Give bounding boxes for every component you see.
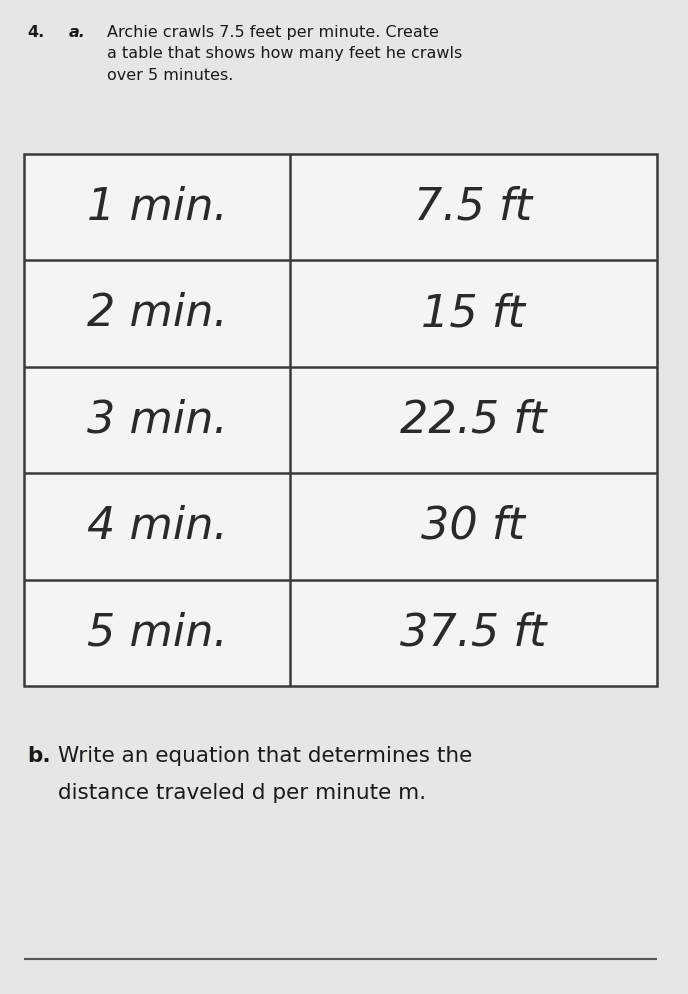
Text: b.: b.: [28, 746, 51, 765]
Text: 4 min.: 4 min.: [87, 505, 227, 548]
Text: 15 ft: 15 ft: [422, 292, 526, 335]
Text: 22.5 ft: 22.5 ft: [400, 399, 547, 441]
Bar: [24, 154, 657, 686]
Text: 3 min.: 3 min.: [87, 399, 227, 441]
Text: 37.5 ft: 37.5 ft: [400, 611, 547, 654]
Text: Archie crawls 7.5 feet per minute. Create
a table that shows how many feet he cr: Archie crawls 7.5 feet per minute. Creat…: [107, 25, 462, 83]
Text: a.: a.: [69, 25, 86, 40]
Text: 2 min.: 2 min.: [87, 292, 227, 335]
Text: 7.5 ft: 7.5 ft: [414, 186, 533, 229]
Text: distance traveled d per minute m.: distance traveled d per minute m.: [58, 783, 427, 803]
Text: 4.: 4.: [28, 25, 45, 40]
Text: 30 ft: 30 ft: [422, 505, 526, 548]
Text: Write an equation that determines the: Write an equation that determines the: [58, 746, 473, 765]
Text: 1 min.: 1 min.: [87, 186, 227, 229]
Bar: [24, 154, 657, 686]
Text: 5 min.: 5 min.: [87, 611, 227, 654]
